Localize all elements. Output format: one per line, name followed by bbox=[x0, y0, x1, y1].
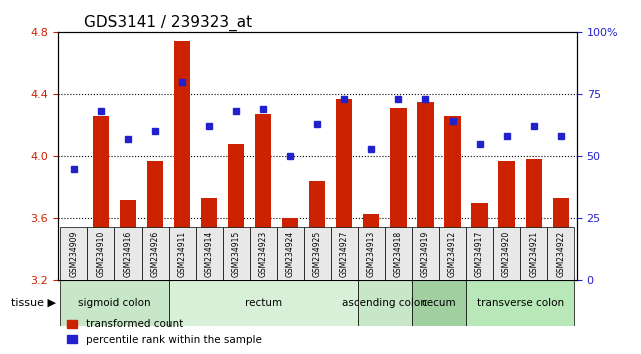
Text: GSM234927: GSM234927 bbox=[340, 231, 349, 277]
Text: rectum: rectum bbox=[245, 298, 282, 308]
Text: GSM234912: GSM234912 bbox=[448, 231, 457, 277]
Text: GSM234910: GSM234910 bbox=[96, 231, 106, 277]
Bar bbox=[526, 159, 542, 280]
FancyBboxPatch shape bbox=[87, 227, 115, 280]
FancyBboxPatch shape bbox=[169, 227, 196, 280]
Bar bbox=[174, 41, 190, 280]
Legend: transformed count, percentile rank within the sample: transformed count, percentile rank withi… bbox=[63, 315, 266, 349]
FancyBboxPatch shape bbox=[412, 227, 439, 280]
Text: GSM234913: GSM234913 bbox=[367, 231, 376, 277]
Text: GSM234923: GSM234923 bbox=[259, 231, 268, 277]
Text: GSM234916: GSM234916 bbox=[124, 231, 133, 277]
FancyBboxPatch shape bbox=[466, 227, 493, 280]
Text: GSM234914: GSM234914 bbox=[204, 231, 213, 277]
FancyBboxPatch shape bbox=[60, 280, 169, 326]
Text: transverse colon: transverse colon bbox=[476, 298, 563, 308]
Bar bbox=[499, 161, 515, 280]
Bar bbox=[147, 161, 163, 280]
FancyBboxPatch shape bbox=[142, 227, 169, 280]
FancyBboxPatch shape bbox=[115, 227, 142, 280]
Bar bbox=[201, 198, 217, 280]
Text: GSM234917: GSM234917 bbox=[475, 231, 484, 277]
Text: GSM234926: GSM234926 bbox=[151, 231, 160, 277]
FancyBboxPatch shape bbox=[466, 280, 574, 326]
FancyBboxPatch shape bbox=[60, 227, 87, 280]
Bar bbox=[255, 114, 271, 280]
Text: GSM234918: GSM234918 bbox=[394, 231, 403, 277]
FancyBboxPatch shape bbox=[196, 227, 222, 280]
Bar bbox=[66, 231, 82, 280]
FancyBboxPatch shape bbox=[358, 227, 385, 280]
Bar bbox=[282, 218, 298, 280]
FancyBboxPatch shape bbox=[493, 227, 520, 280]
Text: GDS3141 / 239323_at: GDS3141 / 239323_at bbox=[83, 14, 252, 30]
Bar bbox=[309, 181, 326, 280]
Text: GSM234925: GSM234925 bbox=[313, 231, 322, 277]
Bar bbox=[228, 144, 244, 280]
Text: GSM234924: GSM234924 bbox=[286, 231, 295, 277]
FancyBboxPatch shape bbox=[222, 227, 250, 280]
FancyBboxPatch shape bbox=[520, 227, 547, 280]
FancyBboxPatch shape bbox=[331, 227, 358, 280]
Text: ascending colon: ascending colon bbox=[342, 298, 428, 308]
Text: sigmoid colon: sigmoid colon bbox=[78, 298, 151, 308]
FancyBboxPatch shape bbox=[439, 227, 466, 280]
Text: GSM234919: GSM234919 bbox=[421, 231, 430, 277]
FancyBboxPatch shape bbox=[547, 227, 574, 280]
Bar bbox=[553, 198, 569, 280]
Bar bbox=[390, 108, 406, 280]
Text: GSM234921: GSM234921 bbox=[529, 231, 538, 277]
FancyBboxPatch shape bbox=[412, 280, 466, 326]
Bar bbox=[417, 102, 433, 280]
Text: GSM234922: GSM234922 bbox=[556, 231, 565, 277]
FancyBboxPatch shape bbox=[358, 280, 412, 326]
Bar bbox=[337, 99, 353, 280]
Bar bbox=[471, 203, 488, 280]
Text: tissue ▶: tissue ▶ bbox=[12, 298, 56, 308]
Text: GSM234909: GSM234909 bbox=[69, 231, 78, 277]
Text: GSM234915: GSM234915 bbox=[231, 231, 240, 277]
Text: cecum: cecum bbox=[422, 298, 456, 308]
FancyBboxPatch shape bbox=[250, 227, 277, 280]
FancyBboxPatch shape bbox=[169, 280, 358, 326]
FancyBboxPatch shape bbox=[277, 227, 304, 280]
Bar bbox=[120, 200, 136, 280]
Text: GSM234920: GSM234920 bbox=[502, 231, 511, 277]
Bar bbox=[444, 116, 461, 280]
FancyBboxPatch shape bbox=[385, 227, 412, 280]
Text: GSM234911: GSM234911 bbox=[178, 231, 187, 277]
Bar bbox=[93, 116, 109, 280]
Bar bbox=[363, 214, 379, 280]
FancyBboxPatch shape bbox=[304, 227, 331, 280]
